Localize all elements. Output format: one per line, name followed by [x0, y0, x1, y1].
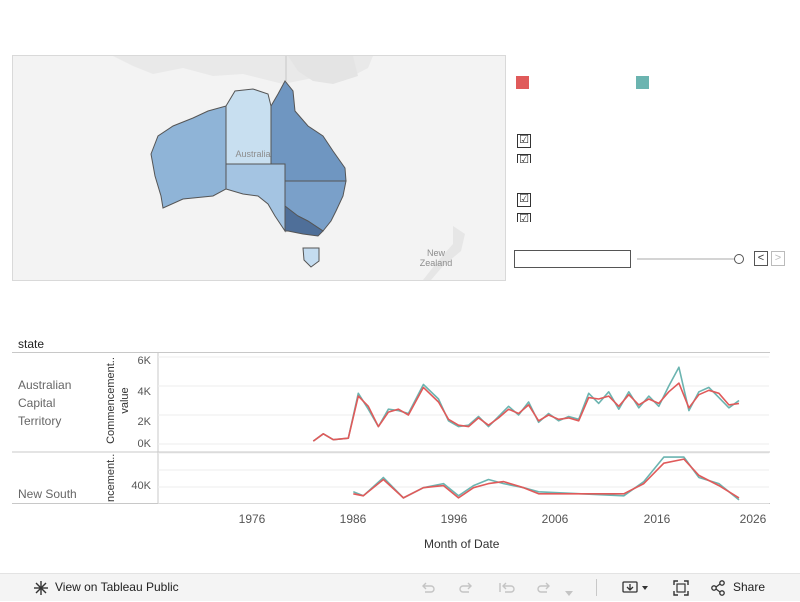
- filter-checkbox-2[interactable]: ☑: [517, 154, 531, 163]
- x-tick: 2026: [739, 512, 767, 526]
- y-tick: 6K: [137, 355, 151, 367]
- toolbar-divider: [596, 579, 597, 596]
- state-tas[interactable]: [302, 247, 320, 268]
- undo-icon[interactable]: [420, 580, 436, 601]
- pause-dropdown-icon[interactable]: [565, 584, 573, 602]
- map-background-nz: [423, 226, 465, 280]
- date-slider-track[interactable]: [637, 258, 737, 260]
- series-line-series-b-act[interactable]: [312, 366, 740, 442]
- redo-icon[interactable]: [458, 580, 474, 601]
- row-label-nsw: New South: [18, 487, 77, 501]
- y-tick: 40K: [131, 480, 151, 492]
- australia-map[interactable]: [13, 56, 505, 280]
- map-panel[interactable]: Australia New Zealand: [12, 55, 506, 281]
- bottom-toolbar: View on Tableau Public Share: [0, 573, 800, 601]
- x-tick: 1996: [440, 512, 468, 526]
- filter-checkbox-3[interactable]: ☑: [517, 193, 531, 207]
- line-chart[interactable]: [12, 352, 770, 504]
- state-sa[interactable]: [225, 163, 286, 233]
- map-label-australia: Australia: [235, 149, 271, 159]
- filter-checkbox-1[interactable]: ☑: [517, 134, 531, 148]
- map-background-png: [288, 56, 358, 84]
- view-on-tableau-public-link[interactable]: View on Tableau Public: [55, 580, 179, 594]
- legend-swatch-series-1[interactable]: [516, 76, 529, 89]
- date-filter-input[interactable]: [514, 250, 631, 268]
- y-tick: 0K: [137, 438, 151, 450]
- y-tick: 2K: [137, 416, 151, 428]
- series-line-series-a-act[interactable]: [312, 382, 740, 442]
- x-tick: 1976: [238, 512, 266, 526]
- tableau-logo-icon: [33, 580, 49, 601]
- series-line-series-a-nsw[interactable]: [353, 458, 740, 499]
- x-tick: 2016: [643, 512, 671, 526]
- y-tick: 4K: [137, 386, 151, 398]
- x-axis-title: Month of Date: [424, 537, 500, 551]
- share-icon[interactable]: [710, 580, 726, 601]
- x-tick: 2006: [541, 512, 569, 526]
- share-button[interactable]: Share: [733, 580, 766, 594]
- download-icon[interactable]: [622, 580, 650, 601]
- state-wa[interactable]: [150, 105, 227, 209]
- date-next-button[interactable]: >: [771, 251, 785, 266]
- date-prev-button[interactable]: <: [754, 251, 768, 266]
- fullscreen-icon[interactable]: [673, 580, 689, 601]
- row-header-state: state: [18, 337, 45, 351]
- map-label-new-zealand: New Zealand: [419, 248, 453, 268]
- filter-checkbox-4[interactable]: ☑: [517, 213, 531, 222]
- refresh-icon[interactable]: [536, 580, 552, 601]
- state-vic[interactable]: [284, 204, 324, 237]
- revert-icon[interactable]: [498, 580, 516, 601]
- date-slider-handle[interactable]: [734, 254, 744, 264]
- row-label-act: Australian Capital Territory: [18, 378, 72, 428]
- x-tick: 1986: [339, 512, 367, 526]
- legend-swatch-series-2[interactable]: [636, 76, 649, 89]
